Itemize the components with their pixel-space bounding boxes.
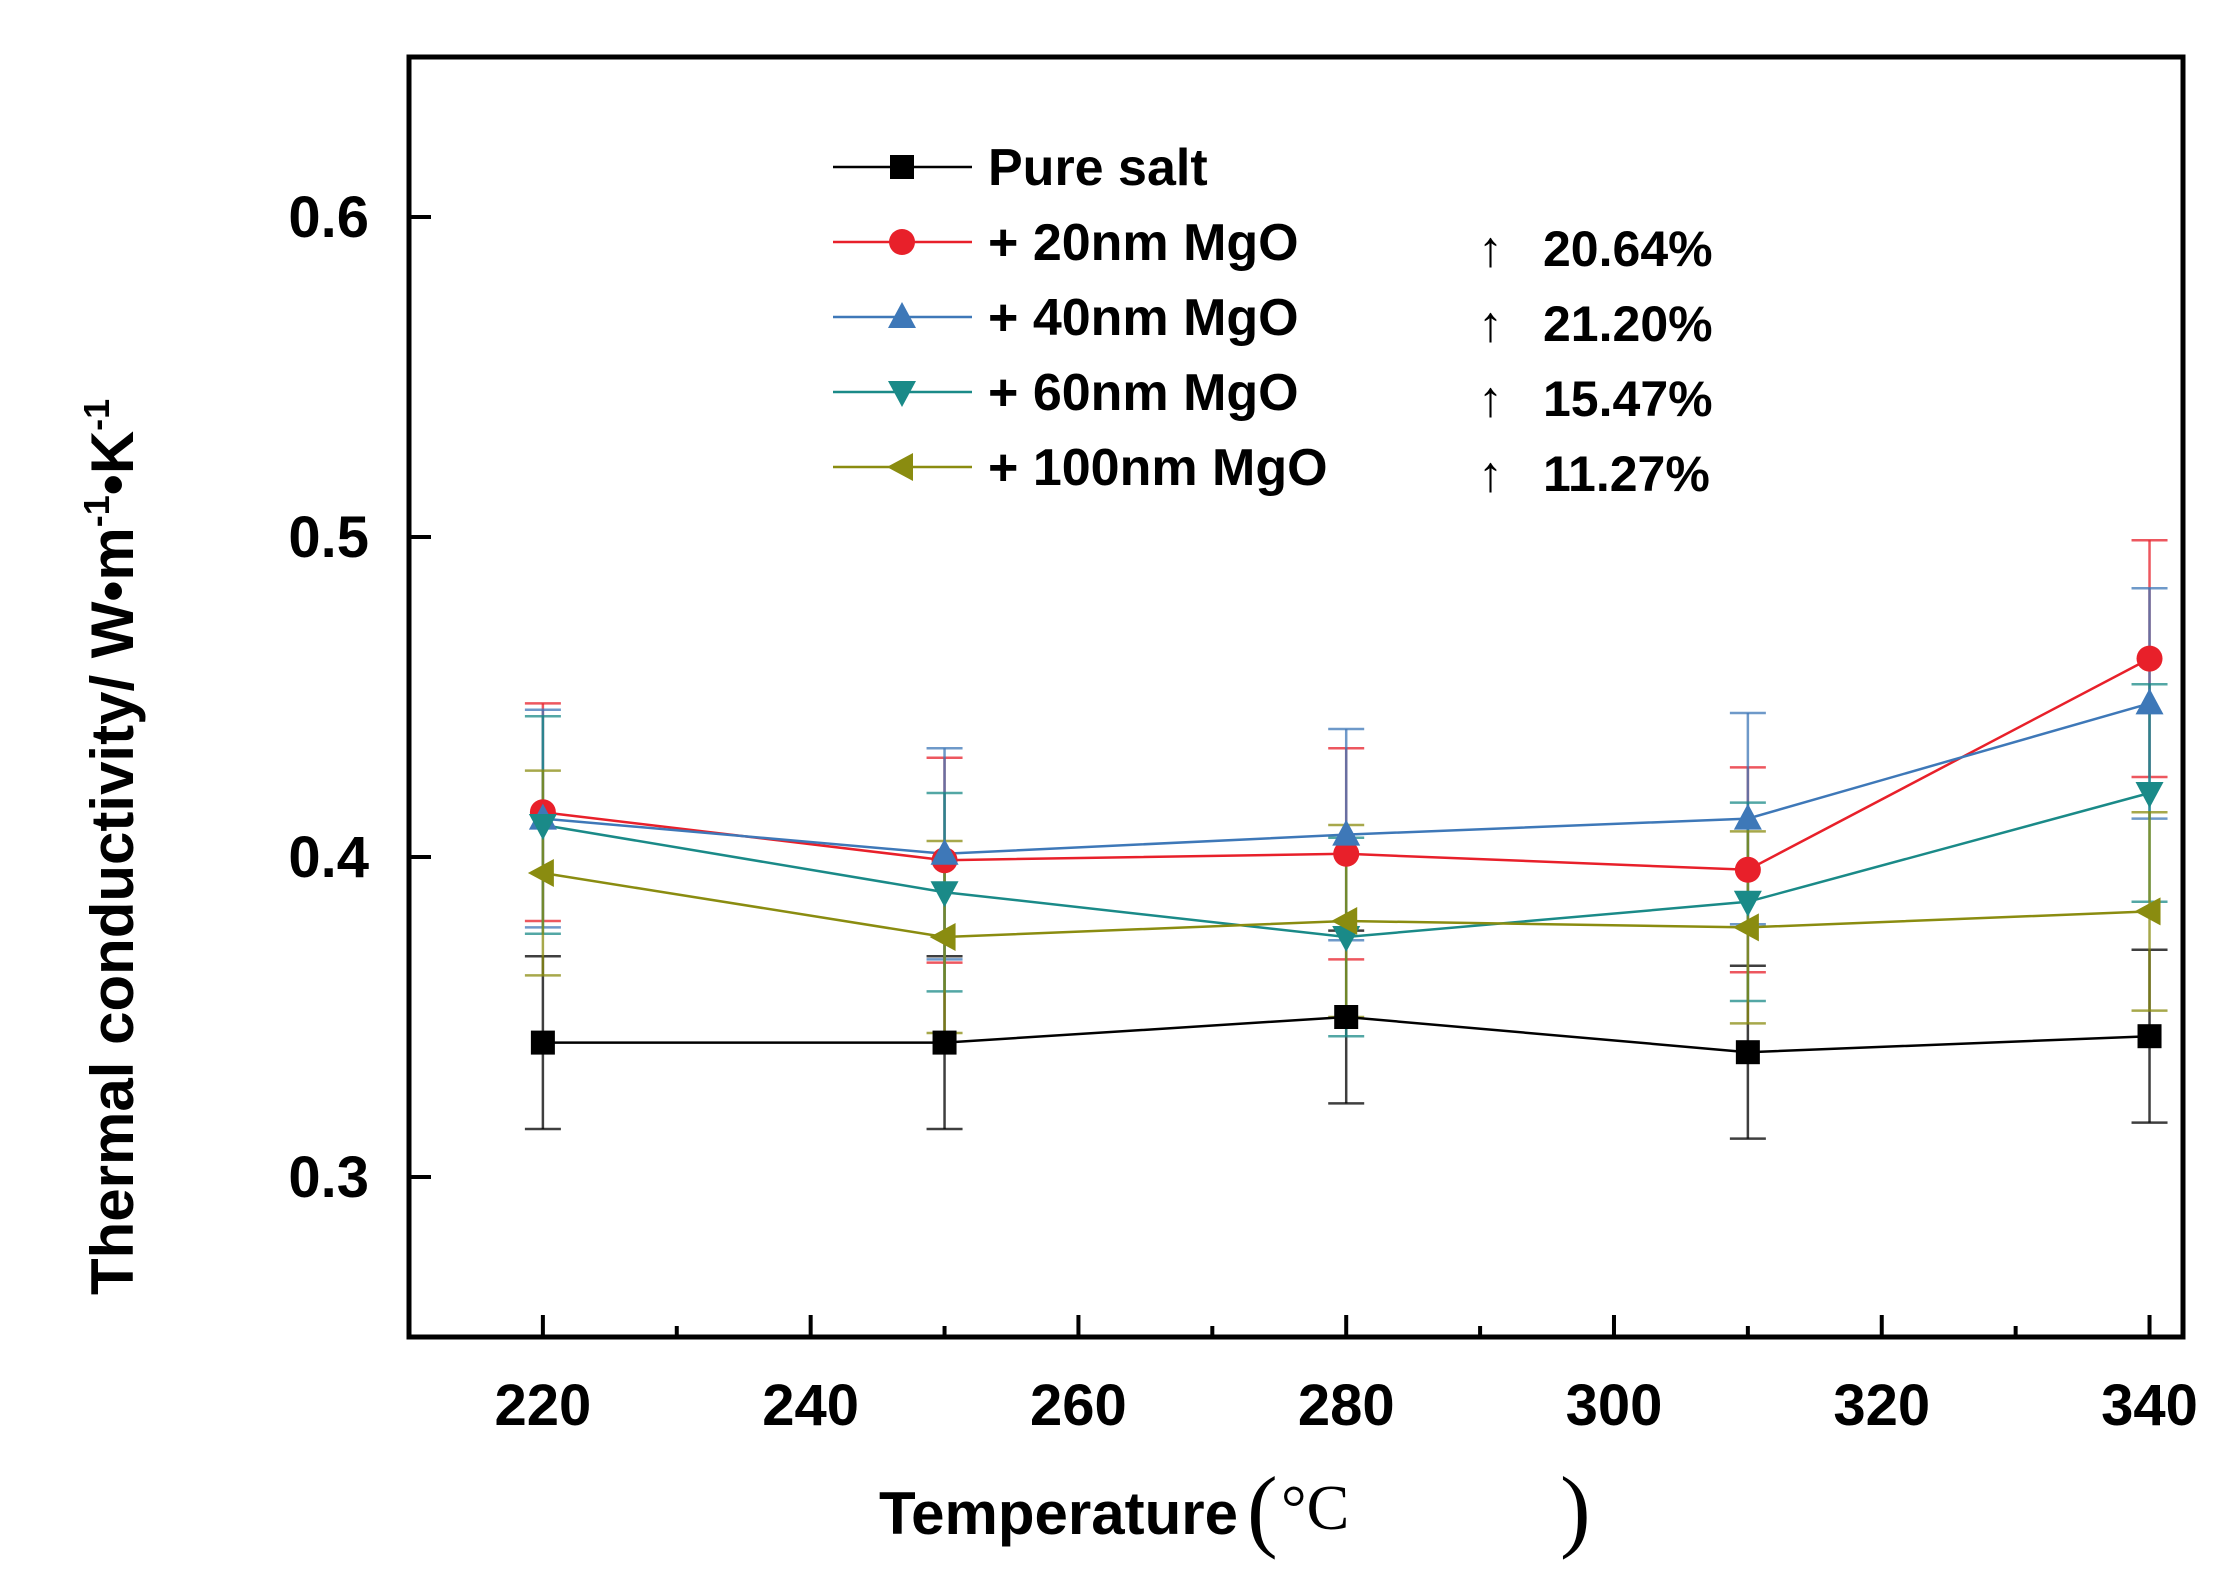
legend-increase-4: 11.27% [1543, 446, 1710, 502]
axis-ticks: 220 240 260 280 300 320 340 0.3 0.4 0.5 0.6 [288, 185, 2198, 1438]
series-4-point [929, 923, 956, 951]
series-0-point [530, 1030, 555, 1055]
legend-arrow-icon-2: ↑ [1478, 296, 1503, 352]
legend-increase-1: 20.64% [1543, 221, 1713, 277]
x-axis-paren-open: ( [1247, 1458, 1278, 1560]
x-tick-label: 300 [1566, 1373, 1663, 1438]
legend-marker-4 [887, 453, 913, 481]
series-0-point [2137, 1024, 2162, 1049]
x-axis-title: Temperature [879, 1480, 1238, 1547]
series-1-point [2136, 645, 2163, 672]
series-4-point [527, 859, 554, 887]
y-tick-label: 0.5 [288, 505, 369, 570]
series-1-point [1333, 840, 1360, 867]
legend-arrow-icon-3: ↑ [1478, 371, 1503, 427]
series-2-point [1733, 803, 1762, 830]
x-tick-label: 240 [762, 1373, 859, 1438]
series-0-point [932, 1030, 957, 1055]
series-3-point [2135, 782, 2164, 808]
series-2-point [2135, 688, 2164, 715]
x-tick-label: 280 [1298, 1373, 1395, 1438]
legend-increase-3: 15.47% [1543, 371, 1713, 427]
series-3-point [1733, 890, 1762, 917]
y-axis-title-exp1: -1 [76, 495, 117, 527]
series-4-point [1732, 913, 1759, 942]
series-markers [527, 645, 2164, 1065]
legend-label-4: + 100nm MgO [988, 439, 1328, 497]
series-4-point [2134, 897, 2161, 926]
plot-frame [406, 54, 2186, 1340]
legend-arrow-icon-4: ↑ [1478, 446, 1503, 502]
legend-marker-0 [890, 155, 914, 179]
x-axis-paren-close: ) [1560, 1458, 1591, 1560]
series-2-point [1332, 819, 1361, 846]
legend-marker-2 [888, 302, 916, 328]
x-tick-label: 220 [494, 1373, 591, 1438]
series-4-point [1331, 907, 1358, 935]
x-tick-label: 320 [1833, 1373, 1930, 1438]
legend-label-3: + 60nm MgO [988, 364, 1299, 422]
x-axis-unit: °C [1281, 1472, 1349, 1543]
series-0-point [1334, 1005, 1359, 1029]
legend-label-2: + 40nm MgO [988, 289, 1299, 347]
series-3-point [930, 881, 959, 908]
legend-label-1: + 20nm MgO [988, 214, 1299, 272]
y-axis-title-exp2: -1 [76, 399, 117, 431]
y-tick-label: 0.6 [288, 185, 369, 250]
y-axis-title-main: Thermal conductivity/ W•m [79, 527, 146, 1295]
series-2-point [930, 838, 959, 865]
series-1-point [1734, 856, 1761, 883]
x-tick-label: 340 [2101, 1373, 2198, 1438]
x-tick-label: 260 [1030, 1373, 1127, 1438]
legend-label-0: Pure salt [988, 139, 1208, 197]
y-axis-title-mid: •K [79, 431, 146, 495]
y-axis-title: Thermal conductivity/ W•m-1•K-1 [76, 399, 146, 1295]
legend: Pure salt + 20nm MgO ↑ 20.64% + 40nm MgO ↑ 21.… [833, 139, 1713, 502]
legend-arrow-icon-1: ↑ [1478, 221, 1503, 277]
y-tick-label: 0.4 [288, 825, 369, 890]
legend-marker-3 [888, 381, 916, 407]
y-tick-label: 0.3 [288, 1145, 369, 1210]
legend-marker-1 [889, 229, 915, 255]
series-3-point [528, 814, 557, 840]
legend-increase-2: 21.20% [1543, 296, 1713, 352]
series-0-point [1735, 1040, 1760, 1065]
